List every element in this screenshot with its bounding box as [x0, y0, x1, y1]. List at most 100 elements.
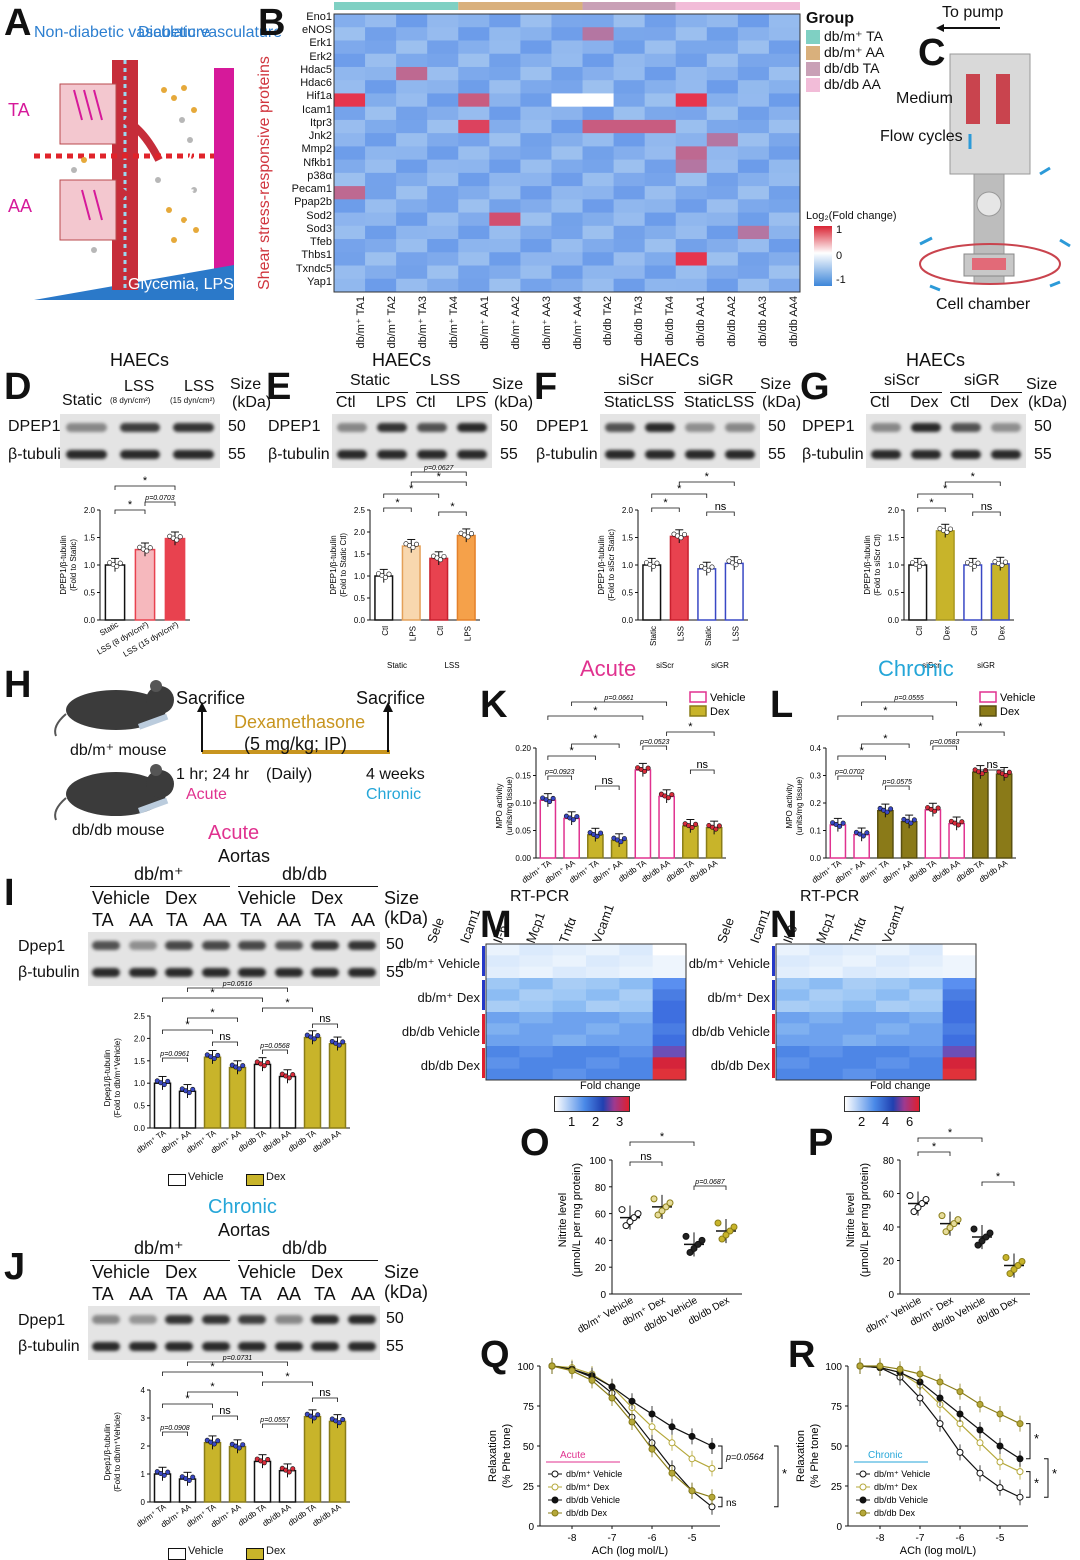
sacrifice-1-label: Sacrifice — [176, 688, 246, 708]
lane-label: LSS — [724, 394, 755, 411]
data-point — [722, 1231, 730, 1239]
bar — [328, 1043, 347, 1129]
blot-band — [165, 941, 194, 950]
blot-loading-control — [866, 442, 1026, 468]
data-point — [588, 1376, 596, 1384]
heatmap-cell — [520, 133, 552, 147]
significance-label: * — [210, 1007, 215, 1019]
dose-label: (5 mg/kg; IP) — [244, 734, 348, 754]
heatmap-cell — [768, 53, 801, 68]
data-point — [922, 1196, 930, 1204]
heatmap-cell — [768, 27, 801, 41]
data-point — [708, 1464, 716, 1472]
heatmap-cell — [613, 225, 646, 240]
y-axis-label: (Fold to siScr Ctl) — [873, 534, 882, 596]
heatmap-cell — [551, 252, 584, 267]
group-underline — [238, 886, 378, 887]
heatmap-cell — [737, 199, 770, 214]
heatmap-cell — [706, 66, 739, 81]
data-point — [950, 1220, 958, 1228]
heatmap-cell — [809, 1057, 844, 1070]
y-tick-label: 60 — [595, 1210, 607, 1221]
heatmap-cell — [519, 1034, 554, 1047]
heatmap-cell — [737, 14, 770, 28]
heatmap-cell — [737, 265, 770, 280]
heatmap-cell — [458, 239, 490, 253]
y-axis-label: (Fold to Static Ctl) — [339, 533, 348, 597]
heatmap-cell — [458, 265, 490, 280]
heatmap-cell — [619, 955, 654, 968]
heatmap-cell — [675, 225, 708, 240]
data-point — [999, 562, 1005, 568]
data-point — [114, 563, 120, 569]
blot-row-label: Dpep1 — [18, 1312, 66, 1329]
heatmap-row-label: Icam1 — [302, 103, 332, 116]
y-tick-label: 0.0 — [888, 616, 900, 625]
heatmap-cell — [486, 978, 520, 990]
heatmap-cell — [942, 1068, 977, 1081]
heatmap-cell — [396, 212, 428, 227]
heatmap-cell — [396, 40, 428, 55]
data-point — [658, 1207, 666, 1215]
size-label: Size — [384, 1262, 420, 1282]
bar-chart-f: 2.0 1.5 1.0 0.5 0.0 Static LSS Static LSS DPEP1/β… — [597, 471, 748, 670]
bar — [429, 557, 449, 621]
significance-label: ns — [319, 1013, 331, 1025]
heatmap-cell — [942, 955, 977, 968]
heatmap-row-label: Pecam1 — [291, 183, 332, 196]
heatmap-cell — [613, 93, 646, 108]
heatmap-cell — [458, 40, 490, 55]
heatmap-cell — [613, 278, 646, 293]
heatmap-cell — [334, 93, 366, 108]
panel-label-i: I — [4, 872, 15, 914]
mouse-icon — [54, 680, 174, 737]
heatmap-cell — [768, 159, 801, 174]
group-legend-title: Group — [806, 10, 854, 27]
data-point — [621, 836, 627, 842]
heatmap-cell — [486, 989, 520, 1002]
y-axis-label: (Fold to Static) — [69, 539, 78, 591]
heatmap-cell — [768, 278, 801, 293]
blot-band — [201, 1342, 230, 1351]
size-value: 50 — [386, 1310, 404, 1327]
y-tick-label: 0.0 — [134, 1124, 146, 1133]
group-axis-label: siScr — [656, 661, 674, 670]
y-axis-label: DPEP1/β-tubulin — [597, 535, 606, 594]
y-axis-label: Dpep1/β-tubulin — [103, 1424, 112, 1481]
significance-label: ns — [601, 775, 613, 787]
shear-stress-label: Shear stress — [181, 150, 198, 247]
ta-label: TA — [8, 100, 30, 120]
heatmap-cell — [706, 14, 739, 28]
heatmap-cell — [365, 53, 397, 68]
blot-band — [128, 1315, 157, 1324]
log2-tick-0: 0 — [836, 250, 843, 262]
blot-band — [870, 423, 902, 432]
x-tick-label: LPS — [408, 626, 417, 641]
data-point — [215, 1052, 221, 1058]
heatmap-cell — [876, 1057, 910, 1070]
heatmap-cell — [458, 146, 490, 161]
heatmap-row-label: Eno1 — [306, 11, 332, 23]
heatmap-cell — [619, 944, 654, 956]
heatmap-cell — [776, 955, 810, 968]
heatmap-cell — [644, 146, 677, 161]
chart-r: 100 75 50 25 0 -8 -7 -6 -5 ACh (log mol/L) Relaxat… — [795, 1358, 1057, 1557]
data-point — [956, 1448, 964, 1456]
heatmap-cell — [909, 1023, 944, 1036]
heatmap-cell — [520, 119, 552, 134]
genotype-label: db/m⁺ — [134, 1238, 184, 1258]
blot-band — [684, 423, 716, 432]
dbm-mouse-label: db/m⁺ mouse — [70, 742, 167, 759]
panel-label-b: B — [258, 2, 286, 44]
heatmap-cell — [427, 53, 459, 68]
data-point — [976, 1400, 984, 1408]
heatmap-cell — [489, 119, 521, 134]
heatmap-row-label: eNOS — [302, 24, 332, 37]
data-point — [856, 1362, 864, 1370]
heatmap-cell — [427, 265, 459, 280]
data-point — [645, 765, 651, 771]
significance-label: p=0.0687 — [694, 1179, 725, 1186]
heatmap-cell — [768, 80, 801, 94]
heatmap-cell — [909, 1068, 944, 1081]
blot-row-label: β-tubulin — [18, 1338, 80, 1355]
